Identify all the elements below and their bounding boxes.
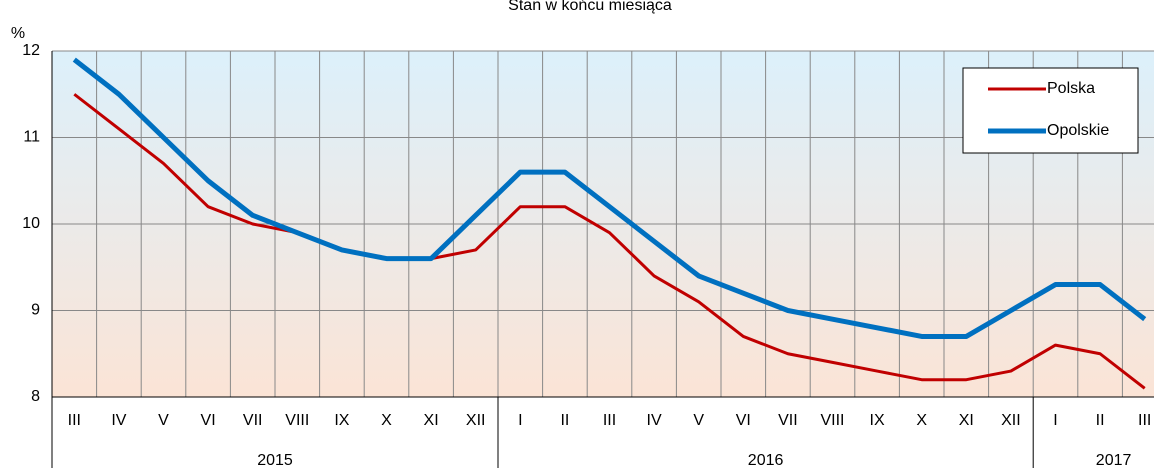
legend-label: Polska [1047, 80, 1095, 97]
x-tick-label: V [158, 412, 169, 429]
legend-box [962, 67, 1139, 154]
x-tick-label: VII [243, 412, 263, 429]
x-tick-label: VIII [285, 412, 309, 429]
x-group-label: 2016 [748, 452, 784, 468]
series-line [73, 93, 1146, 390]
x-tick-label: VIII [820, 412, 844, 429]
x-tick-label: V [693, 412, 704, 429]
x-tick-label: III [68, 412, 81, 429]
x-tick-label: IX [334, 412, 349, 429]
x-tick-label: XI [959, 412, 974, 429]
y-tick-label: 10 [22, 215, 40, 232]
x-tick-label: VI [736, 412, 751, 429]
x-tick-label: II [1096, 412, 1105, 429]
x-group-label: 2017 [1096, 452, 1132, 468]
x-tick-label: VI [201, 412, 216, 429]
x-tick-label: II [560, 412, 569, 429]
x-tick-label: X [916, 412, 927, 429]
x-tick-label: IV [111, 412, 126, 429]
legend-label: Opolskie [1047, 122, 1109, 139]
x-tick-label: XII [1001, 412, 1021, 429]
x-tick-label: I [518, 412, 522, 429]
y-tick-label: 8 [31, 388, 40, 405]
x-tick-label: III [603, 412, 616, 429]
y-tick-label: 12 [22, 42, 40, 59]
x-tick-label: VII [778, 412, 798, 429]
series-line [72, 57, 1147, 339]
x-tick-label: X [381, 412, 392, 429]
x-group-label: 2015 [257, 452, 293, 468]
x-tick-label: XII [466, 412, 486, 429]
x-tick-label: XI [424, 412, 439, 429]
y-tick-label: 9 [31, 302, 40, 319]
x-tick-label: IX [870, 412, 885, 429]
y-tick-label: 11 [23, 129, 40, 146]
x-tick-label: IV [647, 412, 662, 429]
chart-title: Stan w końcu miesiąca [508, 0, 672, 14]
x-tick-label: III [1138, 412, 1151, 429]
y-axis-label: % [11, 25, 25, 42]
x-tick-label: I [1053, 412, 1057, 429]
